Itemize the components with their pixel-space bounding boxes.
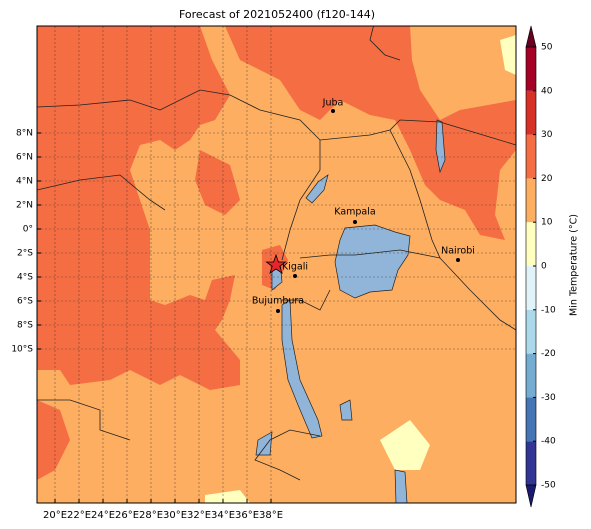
colorbar-tick-label: -20 xyxy=(541,349,556,359)
y-tick-label: 6°N xyxy=(16,153,33,163)
warm-region xyxy=(195,150,240,215)
colorbar: -50 -40 -30 -20 -10 0 10 20 30 40 50 xyxy=(525,25,556,508)
colorbar-tick-label: 20 xyxy=(541,174,553,184)
warm-region xyxy=(225,26,516,240)
colorbar-segment xyxy=(526,309,536,354)
colorbar-segment xyxy=(526,397,536,442)
y-tick-label: 0° xyxy=(23,225,33,235)
x-tick-label: 38°E xyxy=(259,510,283,521)
x-tick-label: 24°E xyxy=(91,510,115,521)
x-tick-label: 30°E xyxy=(163,510,187,521)
colorbar-segment xyxy=(526,134,536,179)
y-tick-label: 2°S xyxy=(17,249,33,259)
warm-region xyxy=(37,26,240,390)
colorbar-tick-label: 0 xyxy=(541,262,547,272)
event-star xyxy=(265,253,287,274)
city-label: Bujumbura xyxy=(252,296,304,307)
warm-region xyxy=(37,400,70,480)
y-tick-label: 4°N xyxy=(16,177,33,187)
map xyxy=(37,26,516,503)
colorbar-tick-label: 40 xyxy=(541,86,553,96)
city-label: Kampala xyxy=(334,207,375,218)
colorbar-segment xyxy=(526,178,536,223)
y-tick-label: 4°S xyxy=(17,273,33,283)
cool-region xyxy=(380,420,430,470)
x-tick-label: 20°E xyxy=(43,510,67,521)
colorbar-segment xyxy=(526,353,536,398)
lake-victoria xyxy=(334,224,411,299)
colorbar-under xyxy=(525,484,537,508)
cool-region xyxy=(205,490,250,503)
city-dot xyxy=(456,258,460,262)
colorbar-tick-label: -50 xyxy=(541,481,556,491)
city-dot xyxy=(331,109,335,113)
colorbar-label: Min Temperature (°C) xyxy=(569,214,580,316)
city-label: Kigali xyxy=(282,262,308,273)
x-tick-label: 32°E xyxy=(187,510,211,521)
y-tick-label: 8°S xyxy=(17,321,33,331)
colorbar-segment xyxy=(526,90,536,135)
colorbar-tick-label: 30 xyxy=(541,130,553,140)
colorbar-segment xyxy=(526,266,536,310)
colorbar-tick-label: -40 xyxy=(541,437,556,447)
x-tick-label: 28°E xyxy=(139,510,163,521)
colorbar-tick-label: -10 xyxy=(541,305,556,315)
lake-mweru xyxy=(255,431,273,456)
colorbar-tick-label: -30 xyxy=(541,393,556,403)
x-tick-label: 34°E xyxy=(211,510,235,521)
lake-albert xyxy=(305,174,329,204)
y-tick-label: 8°N xyxy=(16,129,33,139)
colorbar-over xyxy=(525,25,537,48)
city-dot xyxy=(276,309,280,313)
x-tick-label: 36°E xyxy=(235,510,259,521)
lake-rukwa xyxy=(339,399,353,421)
colorbar-segment xyxy=(526,47,536,91)
colorbar-segment xyxy=(526,441,536,485)
map-frame xyxy=(36,25,517,504)
y-tick-label: 10°S xyxy=(11,345,33,355)
city-label: Juba xyxy=(322,98,344,109)
grid: 20°E 22°E 24°E 26°E 28°E 30°E 32°E 34°E 36°E 38°E… xyxy=(11,26,516,521)
city-label: Nairobi xyxy=(441,246,475,257)
colorbar-tick-label: 10 xyxy=(541,218,553,228)
x-tick-label: 26°E xyxy=(115,510,139,521)
lake-tanganyika xyxy=(281,299,323,439)
city-dot xyxy=(353,220,357,224)
lake-malawi xyxy=(394,469,408,503)
x-tick-label: 22°E xyxy=(67,510,91,521)
border xyxy=(37,26,516,481)
y-tick-label: 6°S xyxy=(17,297,33,307)
title: Forecast of 2021052400 (f120-144) xyxy=(179,8,375,21)
city-dot xyxy=(293,274,297,278)
cities: Juba Kampala Nairobi Kigali Bujumbura xyxy=(252,98,475,313)
cool-region xyxy=(500,35,516,75)
y-tick-label: 2°N xyxy=(16,201,33,211)
colorbar-segment xyxy=(526,222,536,266)
colorbar-tick-label: 50 xyxy=(541,43,553,53)
